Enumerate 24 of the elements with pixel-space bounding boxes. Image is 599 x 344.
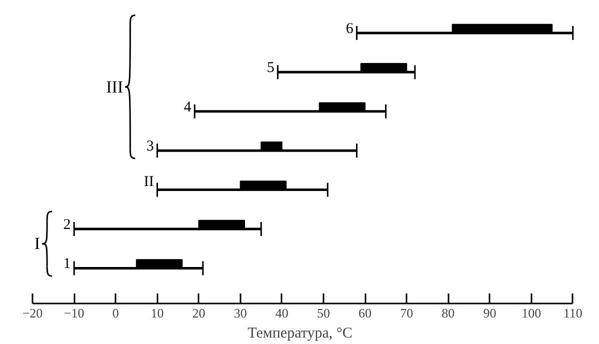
y-tick-label: 4 — [184, 99, 192, 116]
x-axis-title: Температура, °C — [248, 326, 352, 342]
x-tick-label: 40 — [275, 306, 288, 320]
x-tick-label: 60 — [358, 306, 372, 320]
x-tick-label: 70 — [400, 306, 414, 320]
x-tick-label: 100 — [522, 306, 542, 320]
y-tick-label: 5 — [266, 60, 274, 76]
x-tick-label: −10 — [64, 306, 84, 320]
annotation: I — [34, 234, 40, 254]
x-tick-label: 0 — [112, 306, 119, 320]
annotation: III — [106, 77, 124, 96]
x-tick-label: 110 — [563, 306, 582, 320]
y-tick-label: 6 — [346, 20, 354, 37]
y-tick-label: 3 — [146, 138, 154, 155]
x-tick-label: −20 — [22, 306, 43, 320]
y-tick-label: II — [144, 174, 154, 190]
y-tick-label: 2 — [63, 217, 71, 233]
y-tick-label: 1 — [63, 256, 71, 272]
x-tick-label: 20 — [192, 306, 206, 320]
x-tick-label: 50 — [316, 306, 330, 320]
x-tick-label: 10 — [150, 306, 164, 320]
x-tick-label: 90 — [483, 306, 496, 320]
x-tick-label: 30 — [234, 306, 247, 320]
x-tick-label: 80 — [442, 306, 455, 320]
